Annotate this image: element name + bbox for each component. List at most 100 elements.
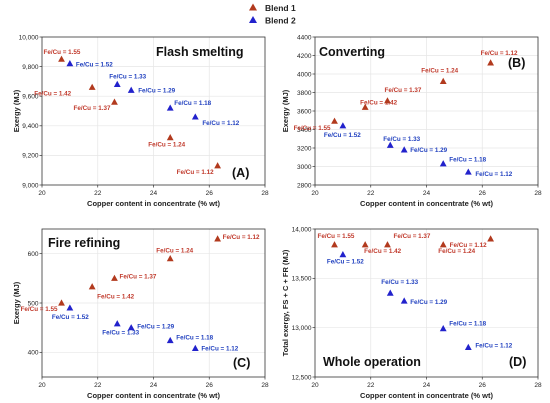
- data-label: Fe/Cu = 1.18: [176, 334, 213, 341]
- data-point-blend-2: [400, 146, 408, 153]
- data-point-blend-1: [439, 77, 447, 84]
- data-label: Fe/Cu = 1.52: [52, 314, 89, 321]
- chart-panel-a: 20 22 24 26 28 9,000 9,200 9,400 9,600 9,800 10,00…: [12, 34, 269, 208]
- data-point-blend-1: [384, 97, 391, 104]
- y-tick-label: 12,500: [292, 374, 312, 381]
- panel-title: Converting: [319, 45, 385, 59]
- x-tick-label: 28: [534, 190, 542, 197]
- data-point-blend-2: [464, 343, 472, 350]
- x-tick-label: 20: [38, 190, 46, 197]
- data-point-blend-2: [66, 60, 74, 67]
- x-tick-label: 20: [38, 382, 46, 389]
- data-point-blend-2: [386, 141, 394, 148]
- x-tick-label: 24: [423, 190, 431, 197]
- legend-label-blend-2: Blend 2: [265, 16, 296, 26]
- x-tick-label: 26: [479, 382, 487, 389]
- data-label: Fe/Cu = 1.18: [174, 100, 211, 107]
- data-point-blend-2: [166, 336, 174, 344]
- x-axis-label: Copper content in concentrate (% wt): [87, 391, 220, 400]
- x-tick-label: 22: [367, 190, 375, 197]
- x-tick-label: 26: [206, 190, 214, 197]
- data-point-blend-1: [384, 241, 391, 248]
- data-point-blend-1: [214, 162, 222, 169]
- y-tick-label: 500: [28, 300, 39, 307]
- data-label: Fe/Cu = 1.12: [481, 50, 518, 57]
- data-label: Fe/Cu = 1.29: [138, 87, 175, 94]
- y-tick-label: 4400: [297, 34, 312, 41]
- x-tick-label: 22: [94, 190, 102, 197]
- y-tick-label: 14,000: [292, 226, 312, 233]
- data-point-blend-2: [400, 297, 408, 304]
- y-axis-label: Total exergy, FS + C + FR (MJ): [281, 249, 290, 356]
- panel-letter: (A): [232, 166, 249, 180]
- data-label: Fe/Cu = 1.12: [202, 120, 239, 127]
- data-point-blend-2: [166, 104, 174, 111]
- data-point-blend-1: [166, 134, 174, 141]
- x-tick-label: 22: [94, 382, 102, 389]
- data-label: Fe/Cu = 1.37: [74, 105, 111, 112]
- panel-title: Fire refining: [48, 236, 120, 250]
- data-point-blend-1: [58, 299, 65, 306]
- data-point-blend-2: [66, 304, 74, 311]
- y-tick-label: 13,500: [292, 276, 312, 283]
- data-point-blend-1: [166, 255, 174, 262]
- data-point-blend-2: [127, 86, 135, 93]
- data-point-blend-2: [339, 251, 347, 258]
- data-label: Fe/Cu = 1.37: [393, 233, 430, 240]
- legend: Blend 1 Blend 2: [249, 3, 296, 26]
- data-point-blend-1: [361, 103, 369, 110]
- panel-title: Flash smelting: [156, 45, 244, 59]
- data-point-blend-1: [88, 83, 96, 90]
- data-label: Fe/Cu = 1.24: [148, 142, 185, 149]
- y-tick-label: 3600: [297, 108, 312, 115]
- y-tick-label: 600: [28, 251, 39, 258]
- data-label: Fe/Cu = 1.33: [383, 136, 420, 143]
- y-tick-label: 3200: [297, 145, 312, 152]
- data-label: Fe/Cu = 1.12: [177, 169, 214, 176]
- data-point-blend-2: [386, 289, 394, 296]
- x-tick-label: 24: [150, 190, 158, 197]
- panel-title: Whole operation: [323, 355, 421, 369]
- x-tick-label: 26: [206, 382, 214, 389]
- data-point-blend-1: [439, 241, 447, 248]
- data-label: Fe/Cu = 1.52: [327, 259, 364, 266]
- data-label: Fe/Cu = 1.29: [410, 147, 447, 154]
- data-point-blend-1: [487, 59, 495, 66]
- legend-marker-blend-2: [249, 16, 257, 23]
- y-tick-label: 4000: [297, 71, 312, 78]
- data-label: Fe/Cu = 1.18: [449, 321, 486, 328]
- y-axis-label: Exergy (MJ): [12, 281, 21, 324]
- data-point-blend-2: [113, 80, 121, 87]
- data-point-blend-1: [331, 241, 338, 248]
- x-tick-label: 20: [311, 190, 319, 197]
- x-tick-label: 20: [311, 382, 319, 389]
- data-point-blend-2: [464, 168, 472, 175]
- x-tick-label: 28: [261, 382, 269, 389]
- y-tick-label: 13,000: [292, 325, 312, 332]
- data-label: Fe/Cu = 1.12: [223, 234, 260, 241]
- y-tick-label: 2800: [297, 182, 312, 189]
- data-point-blend-1: [214, 235, 222, 242]
- x-tick-label: 28: [534, 382, 542, 389]
- data-label: Fe/Cu = 1.52: [324, 132, 361, 139]
- y-tick-label: 4200: [297, 53, 312, 60]
- data-label: Fe/Cu = 1.37: [119, 273, 156, 280]
- data-label: Fe/Cu = 1.33: [102, 330, 139, 337]
- y-tick-label: 3400: [297, 127, 312, 134]
- y-tick-label: 9,000: [22, 182, 39, 189]
- y-tick-label: 9,200: [22, 153, 39, 160]
- data-point-blend-1: [361, 241, 369, 248]
- data-label: Fe/Cu = 1.42: [364, 248, 401, 255]
- data-label: Fe/Cu = 1.55: [44, 49, 81, 56]
- data-point-blend-1: [487, 235, 495, 242]
- data-label: Fe/Cu = 1.55: [318, 233, 355, 240]
- data-label: Fe/Cu = 1.42: [360, 99, 397, 106]
- x-tick-label: 26: [479, 190, 487, 197]
- y-tick-label: 9,800: [22, 64, 39, 71]
- data-label: Fe/Cu = 1.12: [475, 342, 512, 349]
- data-point-blend-2: [113, 320, 121, 327]
- data-label: Fe/Cu = 1.37: [384, 87, 421, 94]
- data-label: Fe/Cu = 1.55: [21, 306, 58, 313]
- data-label: Fe/Cu = 1.12: [450, 242, 487, 249]
